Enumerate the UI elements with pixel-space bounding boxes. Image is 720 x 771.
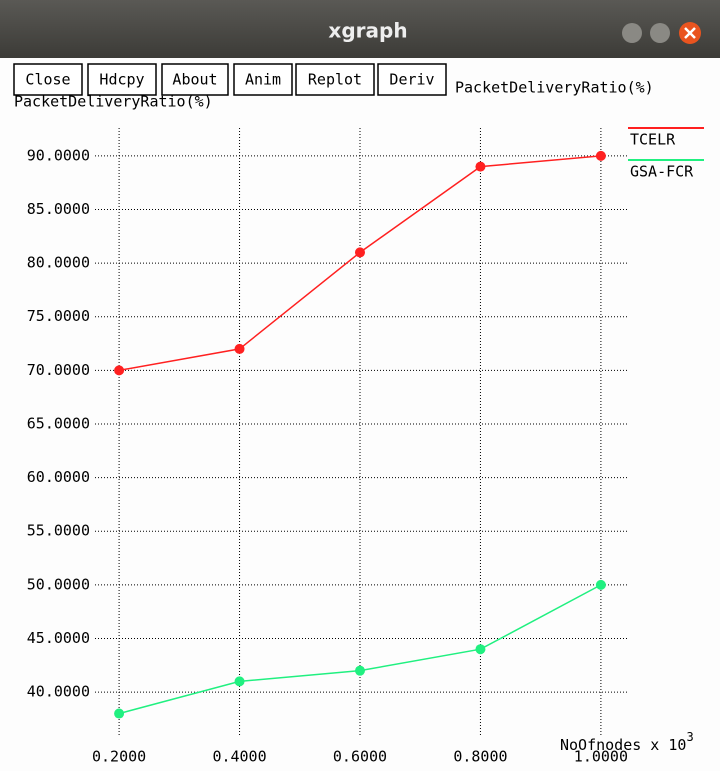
- minimize-button[interactable]: [622, 23, 642, 43]
- data-point: [234, 676, 245, 687]
- close-icon: [684, 27, 696, 39]
- maximize-button[interactable]: [650, 23, 670, 43]
- data-point: [354, 665, 365, 676]
- title-bar: [0, 0, 720, 58]
- x-tick-label: 0.4000: [212, 748, 266, 766]
- y-tick-label: 85.0000: [27, 200, 90, 218]
- x-axis-label-text: NoOfnodes x 10: [560, 736, 686, 754]
- button-row: Close Hdcpy About Anim Replot Deriv: [13, 63, 447, 96]
- y-tick-label: 60.0000: [27, 468, 90, 486]
- x-tick-label: 0.8000: [453, 748, 507, 766]
- x-axis-label-exponent: 3: [686, 730, 693, 744]
- y-tick-label: 45.0000: [27, 629, 90, 647]
- y-tick-label: 50.0000: [27, 575, 90, 593]
- y-axis-label: PacketDeliveryRatio(%): [14, 93, 213, 111]
- toolbar-button[interactable]: [13, 63, 83, 96]
- toolbar-button-label[interactable]: Anim: [245, 71, 281, 89]
- legend-label: GSA-FCR: [630, 163, 694, 181]
- toolbar-button-label[interactable]: Close: [25, 71, 70, 89]
- y-tick-label: 80.0000: [27, 254, 90, 272]
- legend-label: TCELR: [630, 131, 676, 149]
- y-tick-label: 75.0000: [27, 307, 90, 325]
- x-tick-label: 0.2000: [92, 748, 146, 766]
- chart-title: PacketDeliveryRatio(%): [455, 79, 654, 97]
- y-tick-label: 40.0000: [27, 683, 90, 701]
- x-tick-label: 1.0000: [574, 748, 628, 766]
- y-tick-label: 90.0000: [27, 146, 90, 164]
- data-point: [114, 708, 125, 719]
- y-tick-label: 55.0000: [27, 522, 90, 540]
- window-title: xgraph: [328, 19, 407, 43]
- toolbar-button-label[interactable]: Hdcpy: [99, 71, 144, 89]
- toolbar-button[interactable]: [377, 63, 447, 96]
- toolbar-button-label[interactable]: About: [172, 71, 217, 89]
- toolbar-button[interactable]: [295, 63, 375, 96]
- data-point: [595, 579, 606, 590]
- data-point: [234, 343, 245, 354]
- data-point: [595, 150, 606, 161]
- toolbar-button[interactable]: [161, 63, 229, 96]
- data-point: [114, 365, 125, 376]
- x-tick-label: 0.6000: [333, 748, 387, 766]
- toolbar-button-label[interactable]: Deriv: [389, 71, 434, 89]
- x-axis-label: NoOfnodes x 103: [560, 730, 694, 754]
- toolbar-button[interactable]: [233, 63, 293, 96]
- data-point: [475, 644, 486, 655]
- plot: 40.0000 45.0000 50.0000 55.0000 60.0000 65.00…: [27, 127, 704, 766]
- data-point: [475, 161, 486, 172]
- toolbar-button-label[interactable]: Replot: [308, 71, 362, 89]
- toolbar-button[interactable]: [87, 63, 157, 96]
- y-tick-label: 65.0000: [27, 414, 90, 432]
- y-tick-label: 70.0000: [27, 361, 90, 379]
- data-point: [354, 247, 365, 258]
